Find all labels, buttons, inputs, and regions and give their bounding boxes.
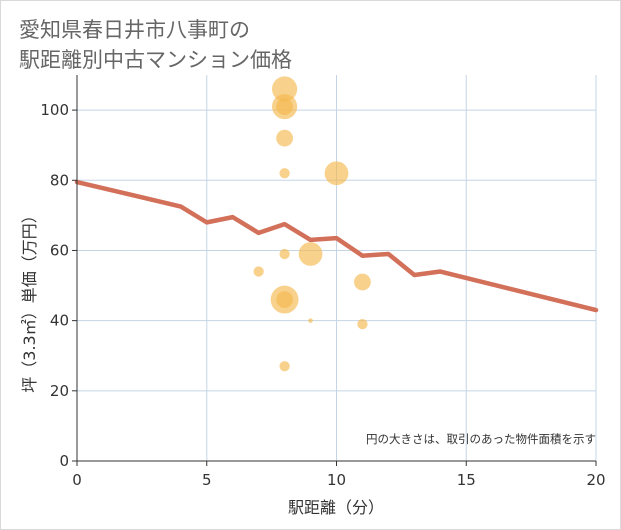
bubble-point <box>276 291 293 308</box>
bubble-point <box>308 318 313 323</box>
bubble-point <box>324 161 349 186</box>
bubble-point <box>276 129 293 147</box>
trend-line <box>74 179 599 313</box>
x-tick-label: 5 <box>202 471 212 489</box>
bubble-point <box>279 168 290 179</box>
chart-title: 愛知県春日井市八事町の 駅距離別中古マンション価格 <box>19 15 292 75</box>
x-tick-label: 10 <box>327 471 346 489</box>
y-tick-label: 40 <box>50 312 69 330</box>
bubble-point <box>298 242 323 266</box>
y-tick-label: 100 <box>40 101 69 119</box>
y-tick-label: 20 <box>50 382 69 400</box>
chart-title-line1: 愛知県春日井市八事町の <box>19 18 250 42</box>
bubble-point <box>357 319 368 330</box>
trend-line-group <box>74 179 599 313</box>
grid <box>77 75 597 461</box>
bubble-point <box>276 98 293 115</box>
chart-note: 円の大きさは、取引のあった物件面積を示す <box>366 432 596 446</box>
bubble-point <box>279 361 290 372</box>
x-tick-label: 0 <box>72 471 82 489</box>
tick-labels: 0 5 10 15 20 0 20 40 60 80 100 <box>40 101 605 489</box>
axes <box>72 75 597 466</box>
y-tick-label: 80 <box>50 171 69 189</box>
bubble-point <box>354 273 371 291</box>
bubbles <box>253 76 371 372</box>
bubble-point <box>272 76 298 102</box>
x-tick-label: 20 <box>586 471 605 489</box>
y-tick-label: 0 <box>59 452 69 470</box>
x-tick-label: 15 <box>457 471 476 489</box>
bubble-point <box>279 248 290 260</box>
y-tick-label: 60 <box>50 241 69 259</box>
y-axis-title: 坪（3.3㎡）単価（万円） <box>20 207 39 392</box>
chart-title-line2: 駅距離別中古マンション価格 <box>19 48 292 72</box>
x-axis-title: 駅距離（分） <box>288 498 384 517</box>
bubble-point <box>253 266 264 277</box>
